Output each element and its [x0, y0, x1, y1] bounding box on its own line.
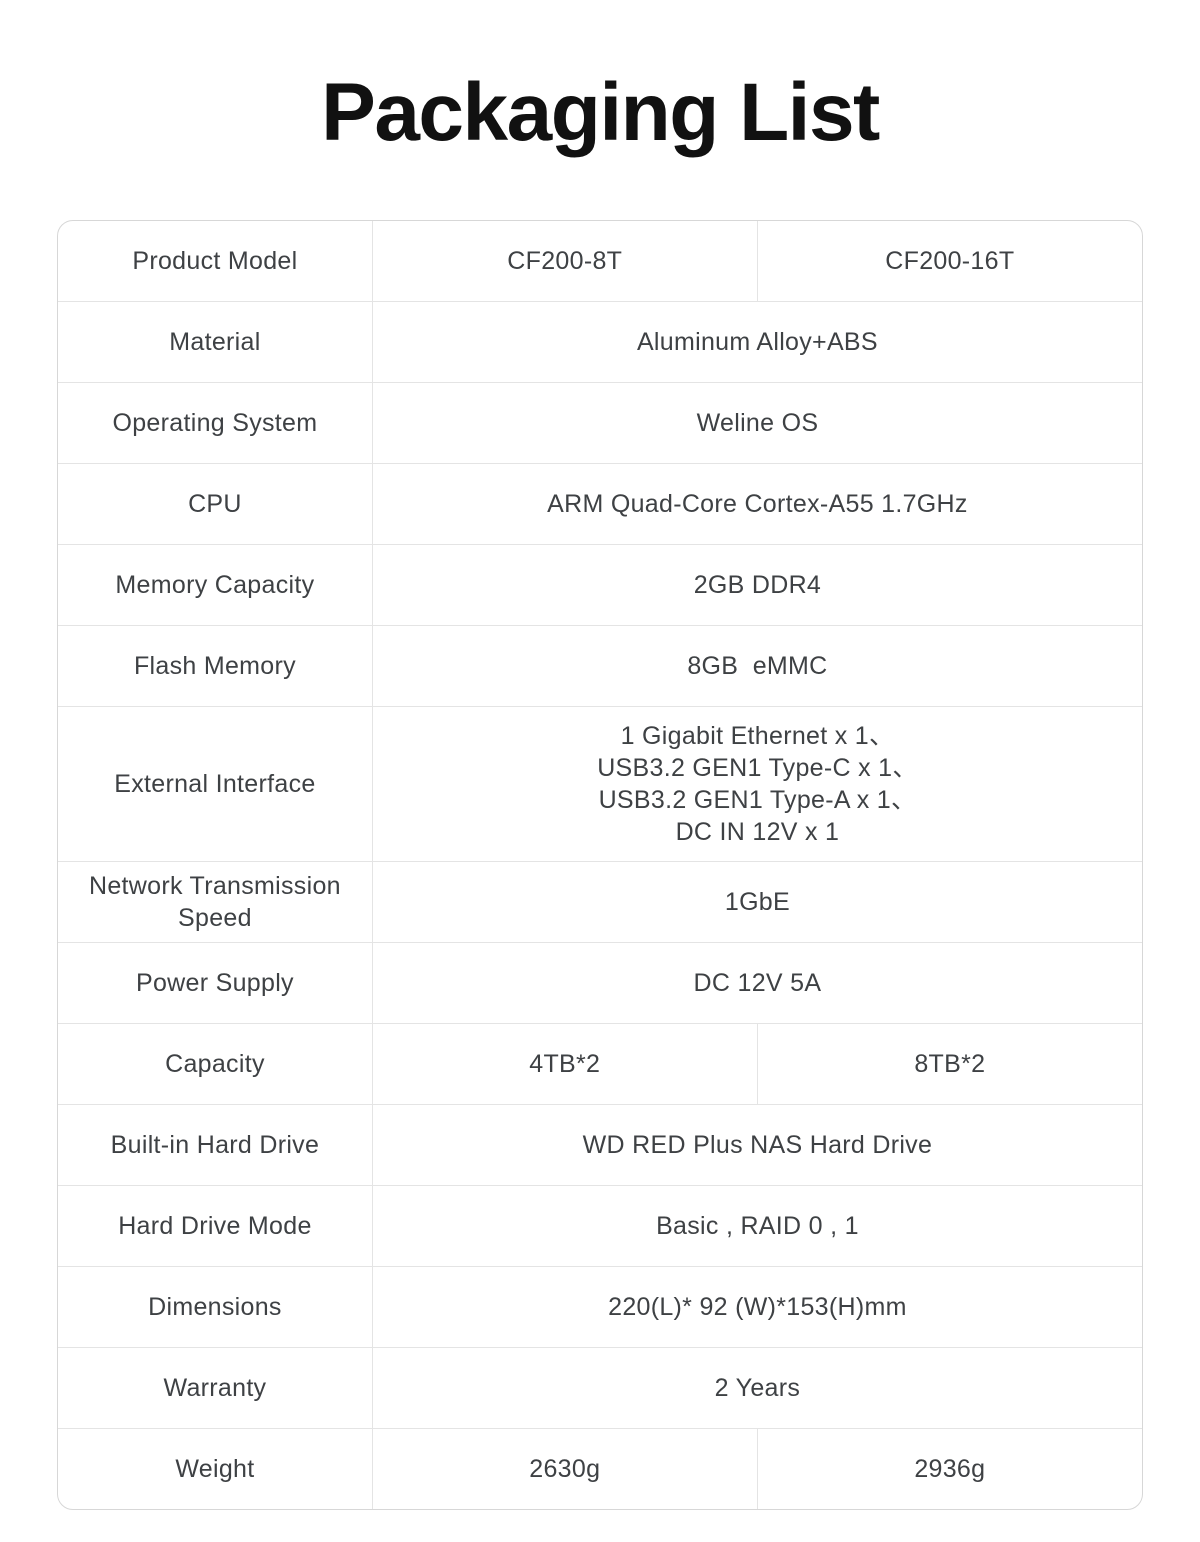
packaging-list-page: Packaging List Product Model CF200-8T CF… [0, 66, 1200, 1511]
row-value: 1 Gigabit Ethernet x 1、 USB3.2 GEN1 Type… [371, 706, 1142, 863]
spec-row-dimensions: Dimensions 220(L)* 92 (W)*153(H)mm [58, 1266, 1142, 1349]
row-label: External Interface [58, 706, 373, 863]
spec-row-hard-drive-mode: Hard Drive Mode Basic , RAID 0 , 1 [58, 1185, 1142, 1268]
row-value: 4TB*2 [371, 1023, 758, 1106]
row-label: Built-in Hard Drive [58, 1104, 373, 1187]
row-value: WD RED Plus NAS Hard Drive [371, 1104, 1142, 1187]
spec-table: Product Model CF200-8T CF200-16T Materia… [57, 220, 1143, 1511]
row-label: Memory Capacity [58, 544, 373, 627]
row-value: 8TB*2 [756, 1023, 1142, 1106]
row-label: Product Model [58, 221, 373, 303]
row-value: 2630g [371, 1428, 758, 1510]
row-value: 220(L)* 92 (W)*153(H)mm [371, 1266, 1142, 1349]
spec-row-weight: Weight 2630g 2936g [58, 1428, 1142, 1510]
spec-row-operating-system: Operating System Weline OS [58, 382, 1142, 465]
spec-row-warranty: Warranty 2 Years [58, 1347, 1142, 1430]
row-label: Capacity [58, 1023, 373, 1106]
spec-row-material: Material Aluminum Alloy+ABS [58, 301, 1142, 384]
spec-row-external-interface: External Interface 1 Gigabit Ethernet x … [58, 706, 1142, 863]
spec-row-cpu: CPU ARM Quad-Core Cortex-A55 1.7GHz [58, 463, 1142, 546]
row-label: Material [58, 301, 373, 384]
row-label: Warranty [58, 1347, 373, 1430]
page-title: Packaging List [321, 67, 880, 158]
spec-row-power-supply: Power Supply DC 12V 5A [58, 942, 1142, 1025]
row-label: Weight [58, 1428, 373, 1510]
row-value: Weline OS [371, 382, 1142, 465]
spec-row-product-model: Product Model CF200-8T CF200-16T [58, 221, 1142, 303]
row-value: DC 12V 5A [371, 942, 1142, 1025]
spec-table-grid: Product Model CF200-8T CF200-16T Materia… [58, 221, 1142, 1510]
row-label: Network Transmission Speed [58, 861, 373, 944]
row-value: Basic , RAID 0 , 1 [371, 1185, 1142, 1268]
spec-row-flash-memory: Flash Memory 8GB eMMC [58, 625, 1142, 708]
row-value: 2GB DDR4 [371, 544, 1142, 627]
spec-row-capacity: Capacity 4TB*2 8TB*2 [58, 1023, 1142, 1106]
row-value: ARM Quad-Core Cortex-A55 1.7GHz [371, 463, 1142, 546]
spec-row-network-transmission-speed: Network Transmission Speed 1GbE [58, 861, 1142, 944]
spec-row-memory-capacity: Memory Capacity 2GB DDR4 [58, 544, 1142, 627]
row-value: CF200-8T [371, 221, 758, 303]
row-label: CPU [58, 463, 373, 546]
row-value: 2 Years [371, 1347, 1142, 1430]
row-value: 2936g [756, 1428, 1142, 1510]
row-label: Power Supply [58, 942, 373, 1025]
row-value: CF200-16T [756, 221, 1142, 303]
row-value: Aluminum Alloy+ABS [371, 301, 1142, 384]
spec-row-built-in-hard-drive: Built-in Hard Drive WD RED Plus NAS Hard… [58, 1104, 1142, 1187]
row-value: 8GB eMMC [371, 625, 1142, 708]
row-label: Dimensions [58, 1266, 373, 1349]
row-label: Hard Drive Mode [58, 1185, 373, 1268]
row-value: 1GbE [371, 861, 1142, 944]
row-label: Operating System [58, 382, 373, 465]
row-label: Flash Memory [58, 625, 373, 708]
